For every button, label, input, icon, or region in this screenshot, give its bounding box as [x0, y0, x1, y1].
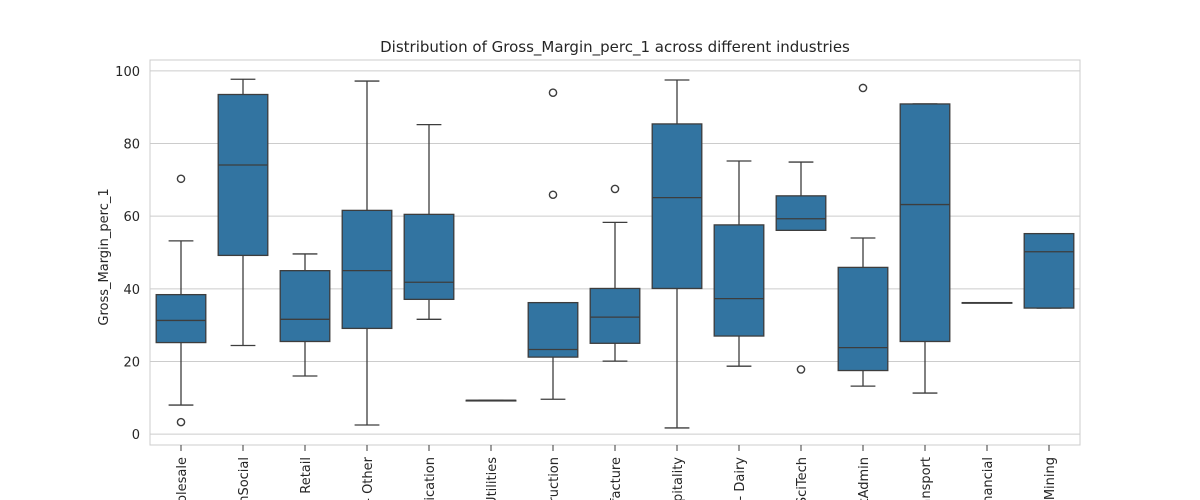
- x-tick-label-utilities: Utilities: [485, 457, 500, 500]
- x-tick-label-olesale: olesale: [175, 457, 190, 500]
- box-facture: [589, 287, 641, 344]
- outlier-tadmin: [858, 83, 868, 93]
- x-tick-label-truction: truction: [547, 457, 562, 500]
- box-scitech: [775, 195, 827, 231]
- x-tick-label-ansport: ansport: [919, 457, 934, 500]
- y-tick-label: 60: [123, 210, 140, 225]
- x-tick-label-facture: facture: [609, 457, 624, 500]
- y-tick-label: 100: [115, 65, 140, 80]
- outlier-facture: [610, 184, 620, 194]
- box-spitality: [651, 123, 703, 290]
- outlier-olesale: [176, 417, 186, 427]
- y-axis-label: Gross_Margin_perc_1: [97, 188, 112, 325]
- x-tick-label-scitech: SciTech: [795, 457, 810, 500]
- plot-area: 0 20 40 60 80 100 olesale nSocial Retail - Other i…: [115, 59, 1081, 500]
- box-retail: [279, 270, 331, 343]
- y-tick-label: 40: [123, 283, 140, 298]
- box-nsocial: [217, 93, 269, 257]
- x-tick-label-nsocial: nSocial: [237, 457, 252, 500]
- y-tick-label: 20: [123, 355, 140, 370]
- y-tick-label: 80: [123, 138, 140, 153]
- x-tick-label-ication: ication: [423, 457, 438, 500]
- x-tick-label-spitality: spitality: [671, 457, 686, 500]
- chart-title: Distribution of Gross_Margin_perc_1 acro…: [380, 38, 850, 57]
- x-tick-label-dairy: - Dairy: [733, 457, 748, 500]
- box-olesale: [155, 293, 207, 344]
- box-other: [341, 209, 393, 330]
- box-truction: [527, 301, 579, 358]
- box-ication: [403, 213, 455, 301]
- x-tick-label-mining: Mining: [1043, 457, 1058, 500]
- box-dairy: [713, 224, 765, 337]
- y-tick-label: 0: [132, 428, 140, 443]
- outlier-truction: [548, 190, 558, 200]
- x-tick-label-tadmin: tAdmin: [857, 457, 872, 500]
- box-ansport: [899, 103, 951, 343]
- x-tick-label-nancial: nancial: [981, 457, 996, 500]
- box-tadmin: [837, 266, 889, 372]
- x-tick-label-retail: Retail: [299, 457, 314, 494]
- box-mining: [1023, 232, 1075, 309]
- outlier-olesale: [176, 174, 186, 184]
- x-tick-label-other: - Other: [361, 456, 376, 500]
- outlier-truction: [548, 88, 558, 97]
- outlier-scitech: [796, 365, 806, 374]
